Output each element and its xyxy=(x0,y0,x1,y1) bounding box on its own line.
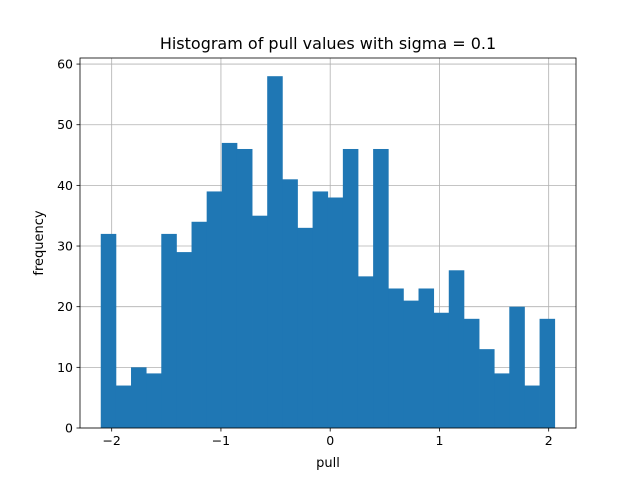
y-tick-label: 0 xyxy=(65,421,73,436)
x-tick-label: −2 xyxy=(102,433,120,448)
histogram-bar xyxy=(327,197,344,428)
histogram-bar xyxy=(433,312,450,428)
histogram-bar xyxy=(267,76,283,429)
x-tick-label: −1 xyxy=(212,433,230,448)
histogram-bar xyxy=(206,191,223,428)
y-tick-label: 10 xyxy=(57,360,73,375)
histogram-bar xyxy=(100,233,117,428)
histogram-bar xyxy=(539,318,556,428)
histogram-bar xyxy=(191,221,208,428)
y-tick-label: 40 xyxy=(57,178,73,193)
histogram-bar xyxy=(161,233,177,428)
histogram-bar xyxy=(282,179,298,428)
histogram-bar xyxy=(373,148,389,428)
x-tick-label: 0 xyxy=(326,433,334,448)
bars-layer xyxy=(100,76,556,429)
histogram-bar xyxy=(357,276,374,428)
histogram-bar xyxy=(312,191,329,428)
y-tick-label: 50 xyxy=(57,117,73,132)
histogram-bar xyxy=(297,227,313,428)
histogram-bar xyxy=(509,306,525,428)
x-tick-label: 1 xyxy=(435,433,443,448)
histogram-bar xyxy=(236,148,253,428)
x-tick-label: 2 xyxy=(545,433,553,448)
histogram-bar xyxy=(403,300,419,428)
histogram-bar xyxy=(221,142,238,428)
histogram-bar xyxy=(479,349,495,428)
histogram-bar xyxy=(115,385,132,428)
histogram-bar xyxy=(388,288,404,428)
histogram-bar xyxy=(252,215,268,428)
histogram-bar xyxy=(494,373,510,428)
y-tick-label: 30 xyxy=(57,239,73,254)
histogram-bar xyxy=(146,373,162,428)
chart-title: Histogram of pull values with sigma = 0.… xyxy=(160,34,496,53)
histogram-bar xyxy=(176,252,192,428)
x-axis-label: pull xyxy=(316,456,340,471)
y-tick-label: 60 xyxy=(57,57,73,72)
histogram-bar xyxy=(463,318,480,428)
axes-frame xyxy=(79,57,577,429)
histogram-bar xyxy=(524,385,540,428)
y-axis-label: frequency xyxy=(32,210,47,276)
y-tick-label: 20 xyxy=(57,299,73,314)
histogram-bar xyxy=(448,270,465,428)
axes-layer xyxy=(79,57,577,429)
histogram-bar xyxy=(131,367,147,428)
histogram-bar xyxy=(418,288,435,428)
histogram-bar xyxy=(342,148,359,428)
